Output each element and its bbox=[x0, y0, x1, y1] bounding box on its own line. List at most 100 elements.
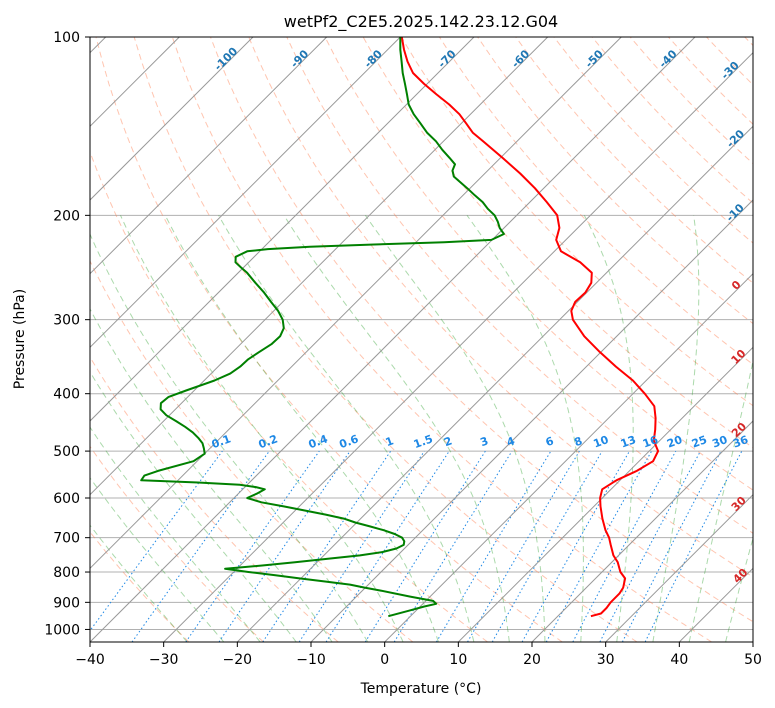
mixing-ratio-label: 4 bbox=[505, 434, 517, 449]
mixing-ratio-line bbox=[90, 450, 223, 632]
dry-adiabat-line bbox=[90, 356, 339, 642]
isotherm-line bbox=[90, 37, 475, 422]
mixing-ratio-line bbox=[393, 450, 513, 642]
isotherm-line bbox=[90, 37, 549, 496]
y-tick-label: 700 bbox=[53, 531, 80, 547]
mixing-ratio-label: 30 bbox=[710, 433, 729, 451]
y-tick-label: 1000 bbox=[44, 622, 80, 638]
mixing-ratio-label: 25 bbox=[690, 433, 709, 450]
dry-adiabat-line bbox=[248, 37, 753, 578]
y-tick-label: 900 bbox=[53, 595, 80, 611]
mixing-ratio-label: 36 bbox=[731, 433, 750, 451]
isotherm-line bbox=[163, 51, 753, 642]
mixing-ratio-line bbox=[572, 450, 677, 642]
mixing-ratio-line bbox=[521, 450, 630, 642]
x-axis-title: Temperature (°C) bbox=[360, 681, 482, 697]
dry-adiabat-line bbox=[515, 37, 753, 284]
isotherm-line bbox=[90, 37, 401, 349]
moist-adiabat-line bbox=[283, 215, 510, 642]
dry-adiabat-line bbox=[286, 37, 753, 534]
dry-adiabat-line bbox=[171, 37, 712, 642]
isotherm-line bbox=[310, 199, 753, 642]
mixing-ratio-label: 6 bbox=[544, 434, 556, 449]
reference-line-labels: 0.1 0.2 0.4 0.6 1 1.5 2 3 4 6 8 10 13 16 20 25 30 36-100-… bbox=[210, 44, 751, 585]
y-tick-label: 400 bbox=[53, 387, 80, 403]
x-axis-ticks: −40 −30 −20 −10 0 10 20 30 40 50 bbox=[75, 642, 762, 668]
dry-adiabat-line bbox=[210, 37, 753, 623]
mixing-ratio-line bbox=[298, 450, 425, 642]
mixing-ratio-label: 0.4 bbox=[307, 432, 330, 451]
isotherms bbox=[90, 37, 753, 642]
y-tick-label: 100 bbox=[53, 30, 80, 46]
y-axis-ticks: 100 200 300 400 500 600 700 800 900 1000 bbox=[44, 30, 90, 638]
mixing-ratio-label: 1.5 bbox=[412, 432, 435, 451]
moist-adiabat-line bbox=[90, 232, 369, 642]
isotherm-line bbox=[457, 346, 753, 642]
mixing-ratio-label: 16 bbox=[641, 433, 660, 451]
x-tick-label: 0 bbox=[380, 652, 389, 668]
mixing-ratio-label: 2 bbox=[442, 434, 454, 449]
x-tick-label: −20 bbox=[223, 652, 253, 668]
isotherm-line bbox=[90, 37, 328, 275]
dry-adiabat-line bbox=[95, 37, 563, 642]
mixing-ratio-line bbox=[185, 450, 320, 642]
isotherm-line bbox=[531, 420, 753, 642]
mixing-ratio-label: 20 bbox=[665, 433, 684, 451]
moist-adiabat-line bbox=[466, 215, 584, 642]
mixing-ratio-line bbox=[218, 450, 351, 642]
y-axis-title: Pressure (hPa) bbox=[12, 289, 28, 389]
mixing-ratio-label: 0.6 bbox=[338, 432, 361, 451]
temperature-trace bbox=[400, 37, 660, 618]
moist-adiabat-line bbox=[90, 426, 261, 642]
mixing-ratio-line bbox=[545, 450, 653, 642]
dry-adiabats bbox=[90, 37, 753, 642]
mixing-ratio-line bbox=[644, 450, 743, 642]
y-tick-label: 200 bbox=[53, 208, 80, 224]
mixing-ratio-label: 0.2 bbox=[257, 432, 280, 451]
sounding-traces bbox=[140, 37, 660, 618]
mixing-ratio-line bbox=[262, 450, 392, 642]
x-tick-label: 50 bbox=[744, 652, 762, 668]
chart-title: wetPf2_C2E5.2025.142.23.12.G04 bbox=[284, 12, 558, 32]
moist-adiabat-line bbox=[652, 215, 700, 642]
mixing-ratio-label: 10 bbox=[592, 433, 611, 451]
plot-frame bbox=[89, 36, 754, 643]
x-tick-label: −30 bbox=[149, 652, 179, 668]
mixing-ratio-line bbox=[131, 450, 270, 642]
y-tick-label: 600 bbox=[53, 491, 80, 507]
isotherm-line bbox=[90, 37, 622, 570]
isotherm-line bbox=[90, 37, 254, 201]
dry-adiabat-line bbox=[90, 445, 264, 642]
y-tick-label: 800 bbox=[53, 565, 80, 581]
y-tick-label: 500 bbox=[53, 444, 80, 460]
mixing-ratio-label: 0.1 bbox=[210, 432, 233, 451]
x-tick-label: 20 bbox=[523, 652, 541, 668]
x-tick-label: −10 bbox=[296, 652, 326, 668]
y-tick-label: 300 bbox=[53, 313, 80, 329]
dry-adiabat-line bbox=[324, 37, 753, 491]
dry-adiabat-line bbox=[90, 259, 414, 642]
x-tick-label: −40 bbox=[75, 652, 105, 668]
dry-adiabat-line bbox=[133, 37, 638, 642]
moist-adiabat-line bbox=[90, 308, 333, 642]
x-tick-label: 40 bbox=[670, 652, 688, 668]
moist-adiabat-line bbox=[120, 215, 404, 642]
x-tick-label: 10 bbox=[449, 652, 467, 668]
mixing-ratio-line bbox=[325, 450, 450, 642]
moist-adiabat-line bbox=[90, 370, 297, 642]
mixing-ratio-lines bbox=[90, 450, 743, 642]
isotherm-line bbox=[90, 37, 696, 642]
moist-adiabat-line bbox=[583, 215, 634, 642]
isotherm-line bbox=[236, 125, 753, 642]
plot-area bbox=[90, 37, 753, 642]
moist-adiabat-line bbox=[364, 215, 546, 642]
isotherm-line bbox=[605, 493, 753, 642]
moist-adiabat-line bbox=[218, 215, 475, 642]
mixing-ratio-label: 13 bbox=[619, 433, 638, 450]
moist-adiabat-line bbox=[90, 476, 225, 642]
mixing-ratio-label: 3 bbox=[478, 434, 490, 449]
pressure-gridlines bbox=[90, 37, 753, 630]
dewpoint-trace bbox=[140, 37, 505, 618]
